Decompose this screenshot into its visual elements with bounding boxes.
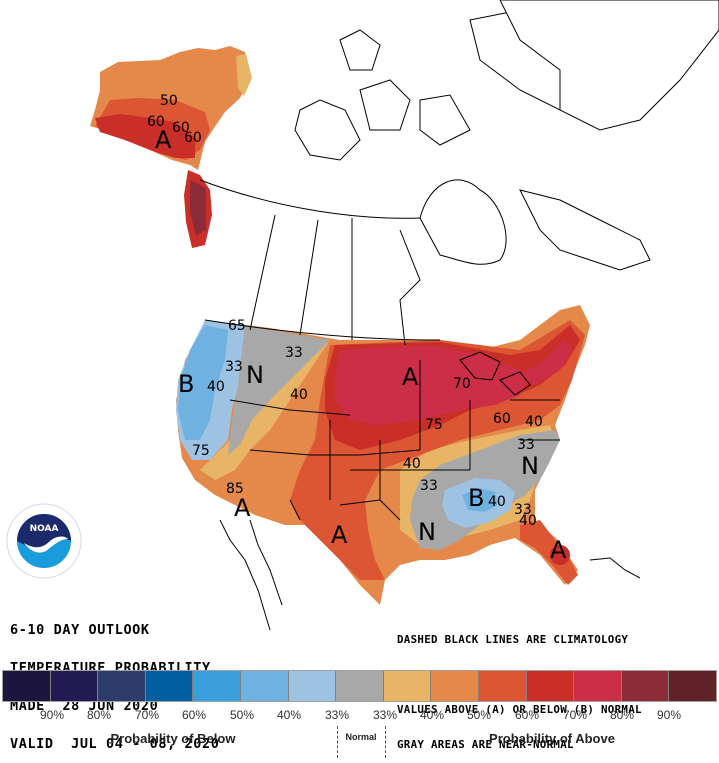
contour-label: 40 bbox=[403, 456, 421, 472]
legend-tick: 50% bbox=[229, 708, 255, 722]
legend-tick: 80% bbox=[86, 708, 112, 722]
legend-tick: 70% bbox=[562, 708, 588, 722]
below-label: Probability of Below bbox=[110, 731, 236, 746]
note-line: DASHED BLACK LINES ARE CLIMATOLOGY bbox=[397, 633, 629, 647]
legend-tick: 90% bbox=[39, 708, 65, 722]
contour-labels: 50 60 60 60 65 33 33 40 40 75 85 70 75 6… bbox=[147, 93, 543, 529]
region-letter: A bbox=[155, 126, 172, 154]
contour-label: 75 bbox=[425, 417, 443, 433]
contour-label: 85 bbox=[226, 481, 244, 497]
swatch-above-80 bbox=[621, 671, 670, 701]
swatch-above-70 bbox=[574, 671, 622, 701]
swatch-below-40 bbox=[240, 671, 289, 701]
legend-tick: 50% bbox=[466, 708, 492, 722]
note-line: VALUES ABOVE (A) OR BELOW (B) NORMAL bbox=[397, 702, 642, 716]
region-letters: A B N A A A B N N A bbox=[155, 126, 567, 564]
region-letter: N bbox=[246, 361, 264, 389]
contour-label: 40 bbox=[519, 513, 537, 529]
swatch-below-80 bbox=[50, 671, 99, 701]
swatch-normal bbox=[336, 671, 384, 701]
region-letter: N bbox=[521, 452, 539, 480]
region-letter: A bbox=[402, 363, 419, 391]
normal-divider-right bbox=[385, 726, 386, 758]
normal-label: Normal bbox=[345, 732, 377, 742]
swatch-below-60 bbox=[145, 671, 194, 701]
swatch-above-40 bbox=[431, 671, 479, 701]
contour-label: 60 bbox=[147, 114, 165, 130]
noaa-logo: NOAA bbox=[6, 503, 82, 579]
contour-label: 50 bbox=[160, 93, 178, 109]
legend-tick: 33% bbox=[324, 708, 350, 722]
legend-tick: 70% bbox=[134, 708, 160, 722]
swatch-below-70 bbox=[98, 671, 146, 701]
contour-label: 33 bbox=[420, 478, 438, 494]
swatch-above-60 bbox=[526, 671, 575, 701]
normal-divider-left bbox=[337, 726, 338, 758]
made-date: MADE 28 JUN 2020 bbox=[10, 697, 159, 714]
legend-tick: 60% bbox=[181, 708, 207, 722]
contour-label: 65 bbox=[228, 318, 246, 334]
swatch-below-50 bbox=[193, 671, 241, 701]
legend-tick: 60% bbox=[514, 708, 540, 722]
alaska-shading bbox=[90, 46, 252, 248]
contour-label: 33 bbox=[225, 359, 243, 375]
map-outlines bbox=[199, 0, 719, 631]
title-line: 6-10 DAY OUTLOOK bbox=[10, 622, 150, 639]
legend-tick: 90% bbox=[656, 708, 682, 722]
swatch-above-33 bbox=[383, 671, 432, 701]
legend-tick: 33% bbox=[372, 708, 398, 722]
region-letter: A bbox=[331, 521, 348, 549]
swatch-above-90 bbox=[669, 671, 716, 701]
contour-label: 33 bbox=[517, 437, 535, 453]
contour-label: 40 bbox=[290, 387, 308, 403]
contour-label: 33 bbox=[285, 345, 303, 361]
region-letter: N bbox=[418, 518, 436, 546]
swatch-below-33 bbox=[288, 671, 337, 701]
noaa-logo-text: NOAA bbox=[30, 524, 59, 534]
contour-label: 60 bbox=[172, 120, 190, 136]
legend-tick: 40% bbox=[276, 708, 302, 722]
contour-label: 60 bbox=[493, 411, 511, 427]
region-letter: A bbox=[550, 536, 567, 564]
contour-label: 40 bbox=[207, 379, 225, 395]
legend-color-bar bbox=[2, 670, 717, 702]
region-letter: B bbox=[468, 484, 484, 512]
temperature-outlook-map: A B N A A A B N N A 50 60 60 60 65 33 33… bbox=[90, 0, 719, 631]
swatch-above-50 bbox=[478, 671, 527, 701]
note-line: GRAY AREAS ARE NEAR-NORMAL bbox=[397, 737, 574, 751]
region-letter: B bbox=[178, 370, 194, 398]
contour-label: 75 bbox=[192, 443, 210, 459]
contour-label: 40 bbox=[488, 494, 506, 510]
legend-tick: 40% bbox=[419, 708, 445, 722]
legend-tick: 80% bbox=[609, 708, 635, 722]
swatch-below-90 bbox=[3, 671, 51, 701]
above-label: Probability of Above bbox=[489, 731, 615, 746]
valid-dates: VALID JUL 04 - 08, 2020 bbox=[10, 735, 220, 752]
contour-label: 40 bbox=[525, 414, 543, 430]
contour-label: 70 bbox=[453, 376, 471, 392]
region-letter: A bbox=[234, 494, 251, 522]
contour-label: 60 bbox=[184, 130, 202, 146]
contour-label: 33 bbox=[514, 502, 532, 518]
probability-legend: 90% 80% 70% 60% 50% 40% 33% 33% 40% 50% … bbox=[0, 670, 719, 760]
conus-shading bbox=[176, 305, 590, 605]
